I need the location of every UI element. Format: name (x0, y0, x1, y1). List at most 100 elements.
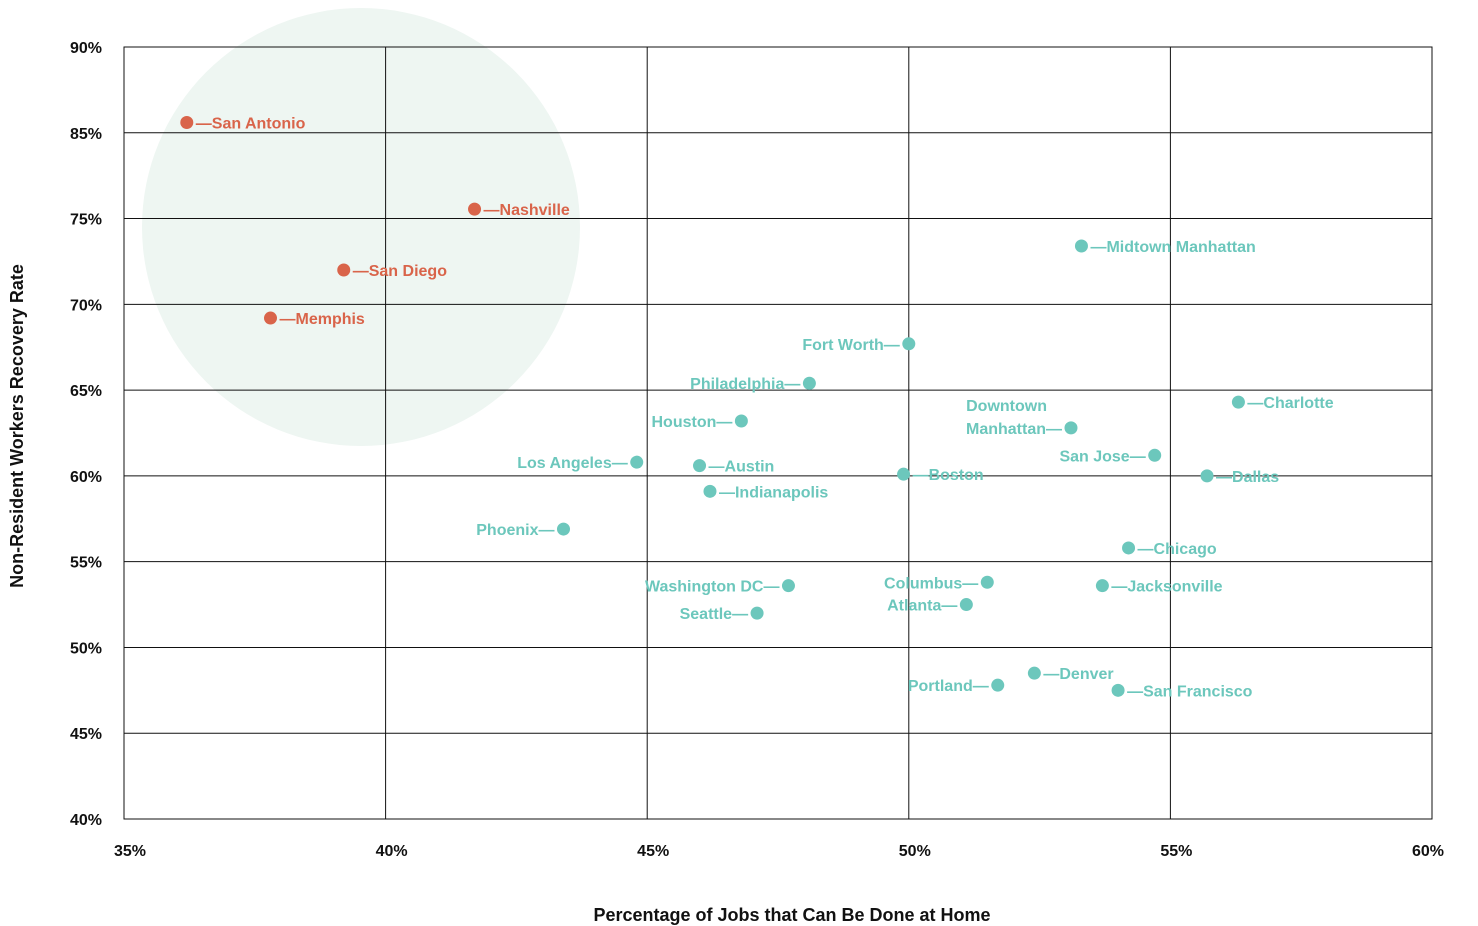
data-label: Manhattan— (966, 421, 1062, 438)
data-label: —Indianapolis (719, 484, 828, 501)
data-label: —Chicago (1138, 541, 1217, 558)
data-point (1148, 448, 1162, 462)
y-tick-label: 40% (70, 812, 102, 829)
data-label: —San Antonio (196, 115, 306, 132)
y-tick-label: 90% (70, 40, 102, 57)
y-tick-label: 60% (70, 469, 102, 486)
data-point (180, 115, 194, 129)
data-point-group: —Austin (693, 459, 774, 476)
data-label: —Midtown Manhattan (1090, 239, 1255, 256)
grid-layer (123, 46, 1433, 820)
data-point-group: —Chicago (1122, 541, 1217, 558)
tick-label-layer: 35% 40% 45% 50% 55% 60% 90% 85% 75% 70% 65% 60% 55% 5… (70, 40, 1444, 860)
data-point-group: —Midtown Manhattan (1074, 239, 1256, 256)
data-label: —Boston (913, 467, 984, 484)
highlight-halo-layer (142, 8, 580, 446)
data-point (693, 459, 707, 473)
data-point-group: —Dallas (1200, 469, 1279, 486)
data-point-group: Philadelphia— (690, 376, 816, 393)
data-point-group: Seattle— (680, 606, 764, 623)
data-point (1095, 579, 1109, 593)
data-point (1122, 541, 1136, 555)
x-tick-label: 35% (114, 843, 146, 860)
data-point (980, 575, 994, 589)
data-label: —San Diego (353, 263, 447, 280)
y-tick-label: 85% (70, 126, 102, 143)
data-point (703, 484, 717, 498)
data-point (734, 414, 748, 428)
x-tick-label: 50% (899, 843, 931, 860)
data-label: Los Angeles— (517, 455, 628, 472)
data-point-group: —Nashville (468, 202, 570, 219)
x-tick-label: 40% (376, 843, 408, 860)
y-tick-label: 70% (70, 297, 102, 314)
data-point (902, 337, 916, 351)
data-point-group: Washington DC— (645, 579, 795, 596)
data-point (750, 606, 764, 620)
y-tick-label: 45% (70, 726, 102, 743)
data-point (1027, 666, 1041, 680)
y-tick-label: 65% (70, 383, 102, 400)
data-point-group: —Jacksonville (1095, 579, 1223, 596)
data-label: —Jacksonville (1111, 579, 1222, 596)
data-point (897, 467, 911, 481)
highlight-halo (142, 8, 580, 446)
y-axis-title: Non-Resident Workers Recovery Rate (7, 264, 27, 588)
data-point-group: Phoenix— (476, 522, 570, 539)
x-tick-label: 45% (637, 843, 669, 860)
data-label: —Dallas (1216, 469, 1279, 486)
data-point (1200, 469, 1214, 483)
data-point (991, 678, 1005, 692)
y-tick-label: 55% (70, 555, 102, 572)
x-tick-label: 60% (1412, 843, 1444, 860)
data-point (1111, 683, 1125, 697)
data-point-group: Los Angeles— (517, 455, 644, 472)
x-axis-title: Percentage of Jobs that Can Be Done at H… (593, 905, 990, 925)
data-point-group: Portland— (908, 678, 1005, 695)
data-point (1231, 395, 1245, 409)
data-point-group: —Boston (897, 467, 984, 484)
data-point-group: Fort Worth— (802, 337, 916, 354)
data-point (1074, 239, 1088, 253)
data-point-group: Atlanta— (887, 598, 973, 615)
data-point-group: —San Antonio (180, 115, 306, 132)
data-label: —Austin (709, 459, 775, 476)
data-point (802, 376, 816, 390)
data-point-group: —Indianapolis (703, 484, 828, 501)
data-label: —San Francisco (1127, 683, 1253, 700)
data-point (959, 598, 973, 612)
data-point (468, 202, 482, 216)
data-point-group: —Memphis (263, 311, 365, 328)
data-point-group: —San Diego (337, 263, 447, 280)
data-point-group: San Jose— (1059, 448, 1162, 465)
data-label: Phoenix— (476, 522, 554, 539)
data-point-group: Downtown Manhattan— (966, 398, 1078, 438)
data-label: Fort Worth— (802, 337, 899, 354)
data-label: Columbus— (884, 575, 978, 592)
data-point (630, 455, 644, 469)
data-point-group: Columbus— (884, 575, 994, 592)
data-label: —Memphis (279, 311, 364, 328)
data-label: —Denver (1043, 666, 1113, 683)
data-label: Downtown (966, 398, 1047, 415)
data-label: Seattle— (680, 606, 748, 623)
y-tick-label: 75% (70, 212, 102, 229)
data-point-layer: —San Antonio —Nashville —San Diego —Memphis… (180, 115, 1334, 700)
data-point-group: —San Francisco (1111, 683, 1253, 700)
data-point (263, 311, 277, 325)
data-point (781, 579, 795, 593)
data-point-group: —Charlotte (1231, 395, 1334, 412)
data-label: Atlanta— (887, 598, 957, 615)
data-label: —Nashville (484, 202, 570, 219)
data-label: Washington DC— (645, 579, 780, 596)
x-tick-label: 55% (1160, 843, 1192, 860)
data-point-group: —Denver (1027, 666, 1114, 683)
data-point (1064, 421, 1078, 435)
y-tick-label: 50% (70, 640, 102, 657)
data-point-group: Houston— (652, 414, 748, 431)
data-label: Portland— (908, 678, 989, 695)
data-label: Houston— (652, 414, 733, 431)
data-label: San Jose— (1059, 448, 1145, 465)
data-label: —Charlotte (1247, 395, 1333, 412)
